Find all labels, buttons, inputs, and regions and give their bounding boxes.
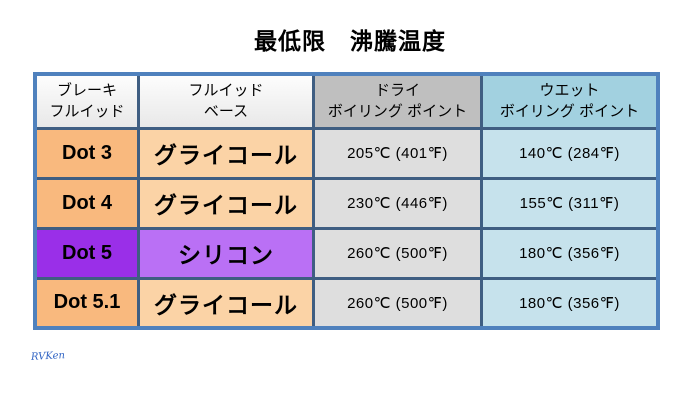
table-row-dot3: Dot 3 グライコール 205℃ (401℉) 140℃ (284℉) [33,126,660,180]
table-row-dot5-1: Dot 5.1 グライコール 260℃ (500℉) 180℃ (356℉) [33,276,660,330]
table-row-dot4: Dot 4 グライコール 230℃ (446℉) 155℃ (311℉) [33,176,660,230]
cell-wet-bp: 155℃ (311℉) [480,176,660,230]
table-header: ブレーキ フルイッド フルイッド ベース ドライ ボイリング ポイント ウエット… [33,72,660,130]
cell-base: シリコン [137,226,315,280]
cell-base: グライコール [137,126,315,180]
header-row: ブレーキ フルイッド フルイッド ベース ドライ ボイリング ポイント ウエット… [33,72,660,130]
cell-fluid: Dot 4 [33,176,140,230]
cell-base: グライコール [137,276,315,330]
cell-wet-bp: 180℃ (356℉) [480,226,660,280]
header-line: ウエット [539,81,600,99]
header-line: ブレーキ [56,81,117,99]
header-line: ボイリング ポイント [327,103,468,121]
cell-dry-bp: 230℃ (446℉) [312,176,483,230]
header-line: ボイリング ポイント [499,103,640,121]
header-brake-fluid: ブレーキ フルイッド [33,72,140,130]
header-dry-boiling-point: ドライ ボイリング ポイント [312,72,483,130]
boiling-point-table: ブレーキ フルイッド フルイッド ベース ドライ ボイリング ポイント ウエット… [33,72,660,330]
cell-fluid: Dot 5.1 [33,276,140,330]
table-row-dot5: Dot 5 シリコン 260℃ (500℉) 180℃ (356℉) [33,226,660,280]
header-line: フルイッド [49,103,125,121]
cell-wet-bp: 140℃ (284℉) [480,126,660,180]
page-title: 最低限 沸騰温度 [254,28,446,54]
cell-dry-bp: 260℃ (500℉) [312,226,483,280]
cell-fluid: Dot 3 [33,126,140,180]
cell-dry-bp: 205℃ (401℉) [312,126,483,180]
cell-dry-bp: 260℃ (500℉) [312,276,483,330]
header-fluid-base: フルイッド ベース [137,72,315,130]
table-body: Dot 3 グライコール 205℃ (401℉) 140℃ (284℉) Dot… [33,126,660,330]
cell-wet-bp: 180℃ (356℉) [480,276,660,330]
header-line: ベース [203,103,249,121]
watermark-signature: RVKen [30,350,66,363]
cell-fluid: Dot 5 [33,226,140,280]
cell-base: グライコール [137,176,315,230]
header-line: フルイッド [188,81,264,99]
header-line: ドライ [374,81,420,99]
header-wet-boiling-point: ウエット ボイリング ポイント [480,72,660,130]
